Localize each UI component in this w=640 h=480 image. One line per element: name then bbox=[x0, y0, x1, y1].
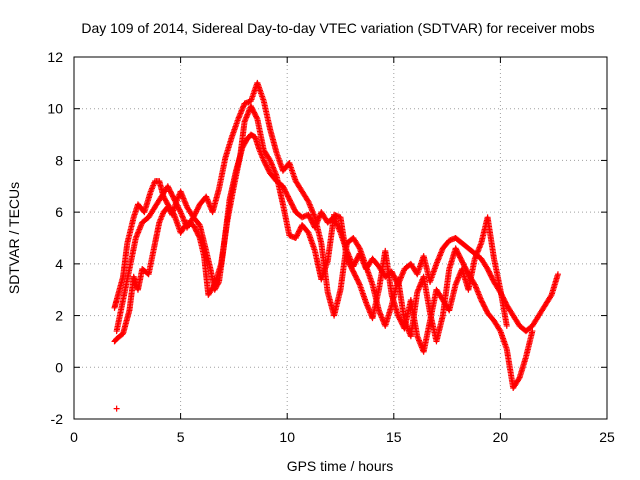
x-tick-label: 5 bbox=[177, 429, 185, 445]
data-point-marker bbox=[266, 156, 273, 163]
data-point-marker bbox=[529, 328, 536, 335]
y-tick-label: 12 bbox=[47, 49, 63, 65]
y-tick-label: 6 bbox=[55, 204, 63, 220]
chart-title: Day 109 of 2014, Sidereal Day-to-day VTE… bbox=[81, 20, 594, 36]
y-axis-label: SDTVAR / TECUs bbox=[6, 182, 22, 294]
data-point-marker bbox=[113, 405, 120, 412]
x-tick-label: 20 bbox=[493, 429, 509, 445]
y-tick-label: 0 bbox=[55, 359, 63, 375]
y-tick-label: 8 bbox=[55, 152, 63, 168]
data-point-marker bbox=[195, 220, 202, 227]
x-axis-label: GPS time / hours bbox=[287, 458, 394, 474]
x-tick-label: 0 bbox=[70, 429, 78, 445]
y-tick-label: 2 bbox=[55, 308, 63, 324]
plot-frame bbox=[73, 56, 608, 420]
data-point-marker bbox=[196, 233, 203, 240]
data-point-marker bbox=[356, 280, 363, 287]
data-point-marker bbox=[554, 271, 561, 278]
data-point-marker bbox=[176, 207, 183, 214]
data-point-marker bbox=[503, 322, 510, 329]
grid-layer bbox=[74, 57, 607, 419]
data-point-marker bbox=[304, 197, 311, 204]
data-point-marker bbox=[253, 114, 260, 121]
y-tick-label: 4 bbox=[55, 256, 63, 272]
y-tick-label: -2 bbox=[51, 411, 64, 427]
x-tick-label: 25 bbox=[599, 429, 615, 445]
data-point-marker bbox=[170, 210, 177, 217]
marks-layer bbox=[111, 79, 561, 412]
x-tick-label: 15 bbox=[386, 429, 402, 445]
ticks-layer: 0 5 10 15 20 25 -2 0 2 4 6 8 10 12 bbox=[47, 49, 615, 445]
data-point-marker bbox=[471, 280, 478, 287]
data-point-marker bbox=[355, 244, 362, 251]
data-point-marker bbox=[547, 293, 554, 300]
y-tick-label: 10 bbox=[47, 101, 63, 117]
data-point-marker bbox=[496, 326, 503, 333]
data-point-marker bbox=[210, 282, 217, 289]
data-point-marker bbox=[515, 375, 522, 382]
x-tick-label: 10 bbox=[279, 429, 295, 445]
